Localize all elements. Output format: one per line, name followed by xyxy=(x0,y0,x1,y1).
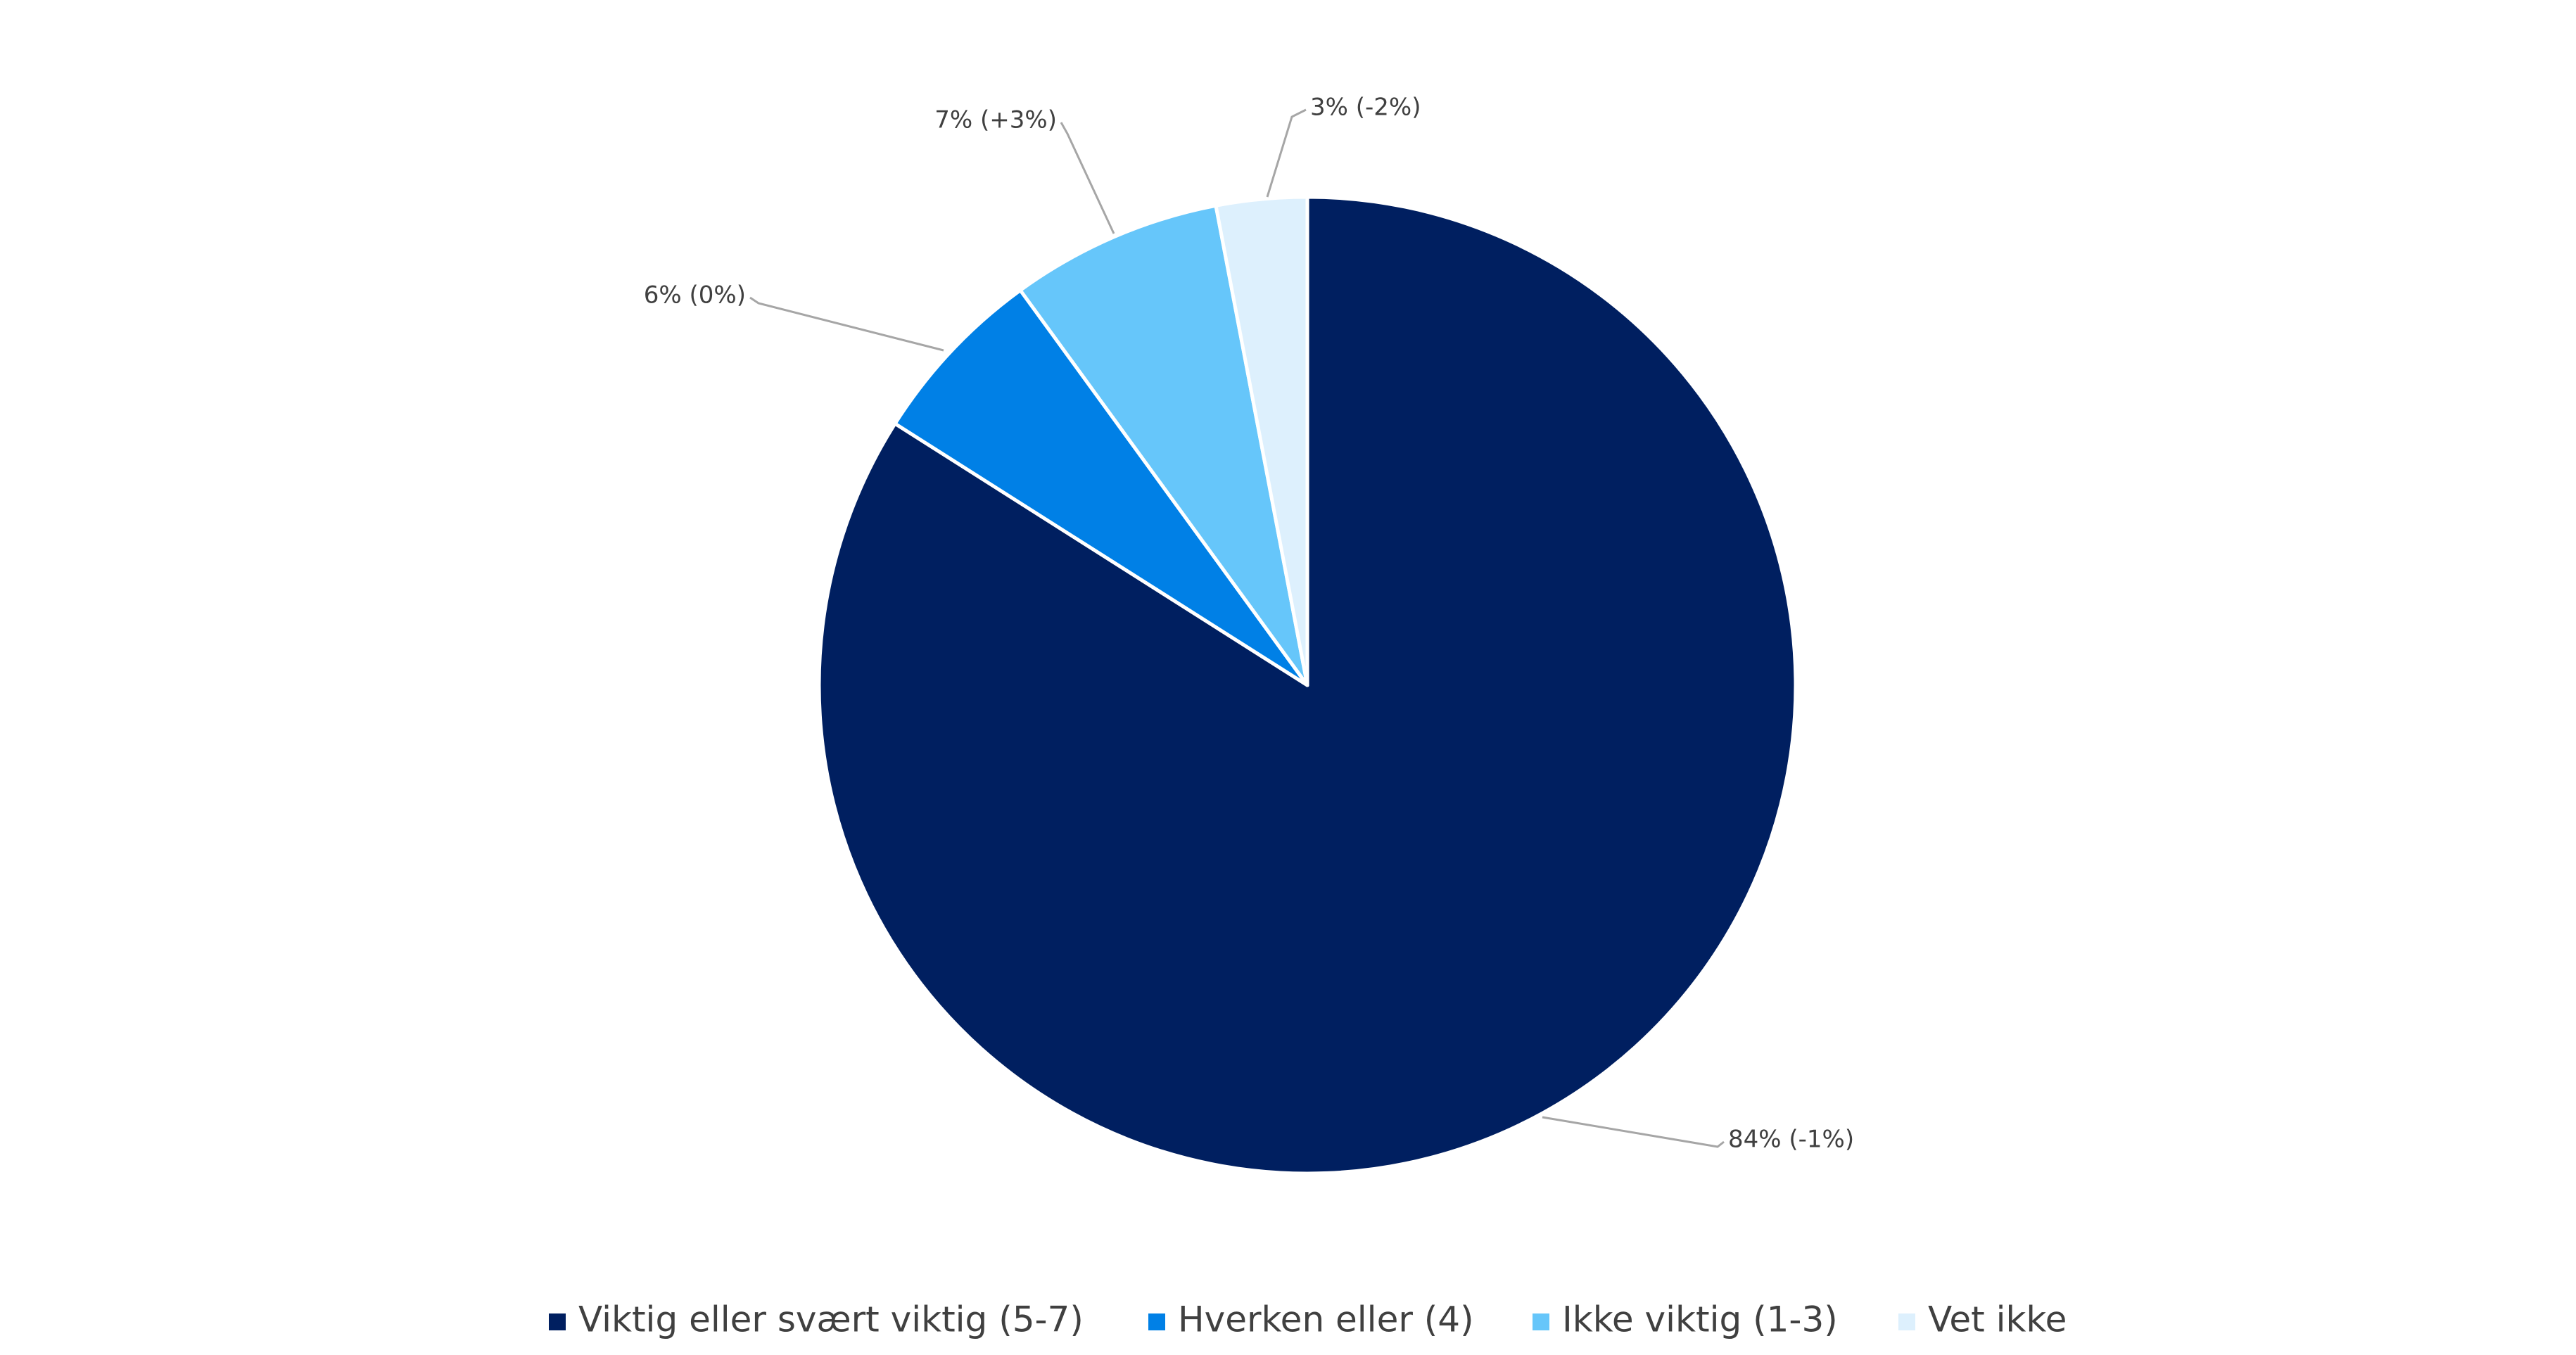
pie-slice xyxy=(1214,195,1309,687)
data-label: 3% (-2%) xyxy=(1310,94,1421,122)
legend-label: Viktig eller svært viktig (5-7) xyxy=(578,1299,1084,1340)
legend-swatch xyxy=(1148,1313,1165,1330)
pie-slice xyxy=(893,288,1309,687)
data-label: 7% (+3%) xyxy=(934,106,1057,134)
leader-line xyxy=(1542,1116,1725,1148)
pie-slice xyxy=(817,195,1798,1176)
legend-swatch xyxy=(1898,1313,1915,1330)
legend-swatch xyxy=(549,1313,566,1330)
legend-swatch xyxy=(1533,1313,1549,1330)
legend-label: Vet ikke xyxy=(1928,1299,2067,1340)
leader-line xyxy=(749,296,944,352)
data-label: 84% (-1%) xyxy=(1728,1126,1854,1154)
pie-slice xyxy=(1018,203,1309,687)
leader-line xyxy=(1060,122,1115,234)
leader-line xyxy=(1266,108,1307,198)
data-label: 6% (0%) xyxy=(644,281,746,310)
legend-label: Hverken eller (4) xyxy=(1178,1299,1474,1340)
legend-label: Ikke viktig (1-3) xyxy=(1562,1299,1838,1340)
